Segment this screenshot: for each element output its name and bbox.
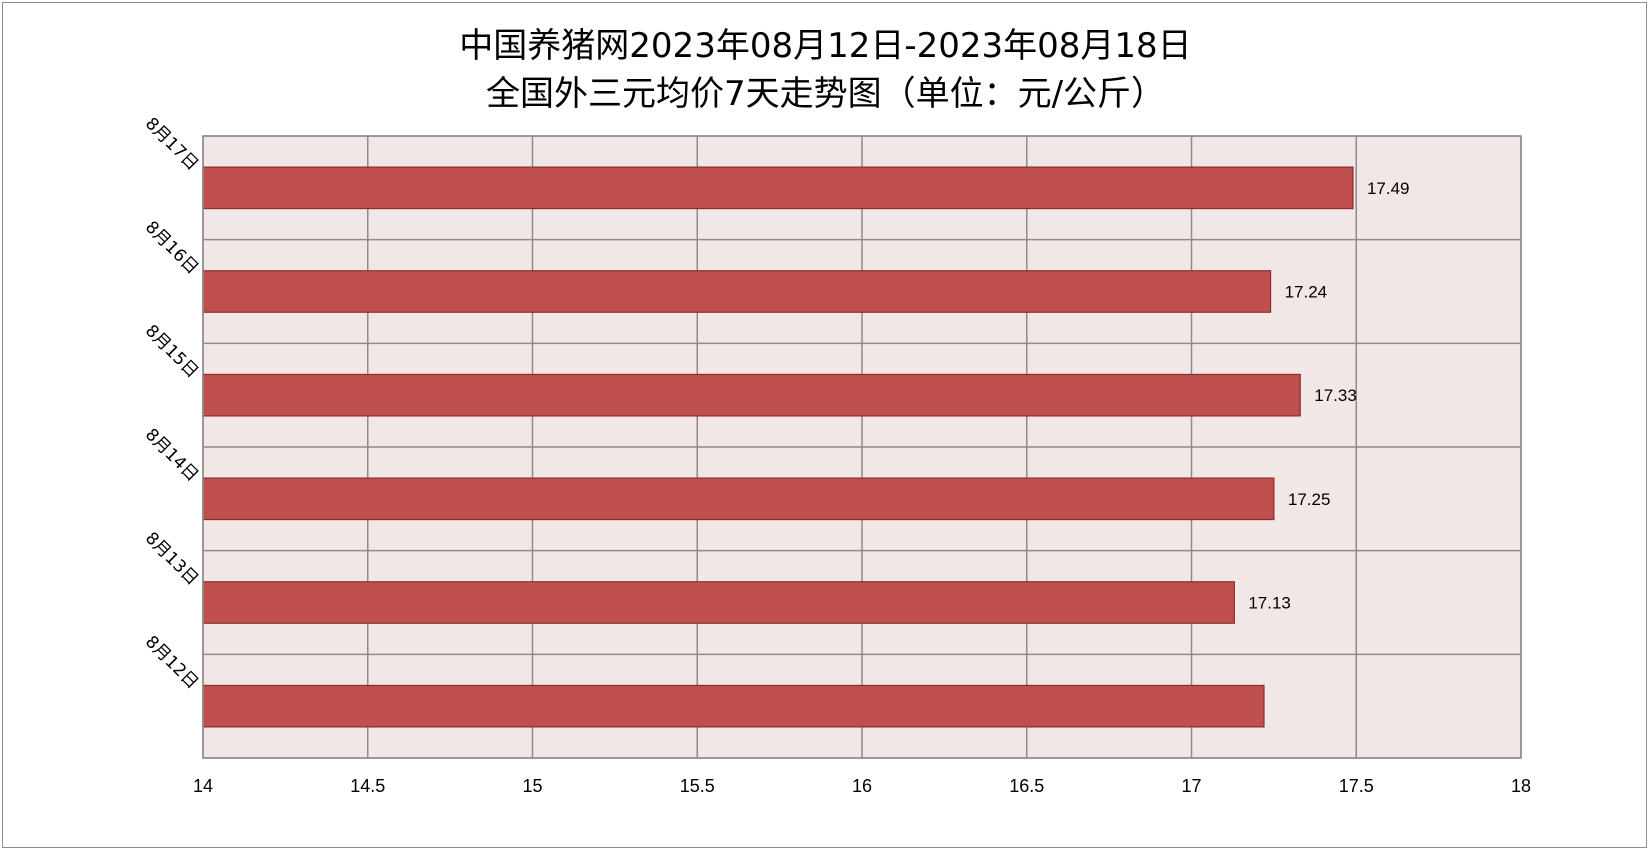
x-tick-label: 15 xyxy=(522,776,542,796)
x-tick-label: 15.5 xyxy=(680,776,715,796)
data-label: 17.49 xyxy=(1367,179,1410,198)
bar xyxy=(202,373,1301,417)
data-label: 17.24 xyxy=(1285,283,1328,302)
x-tick-label: 16 xyxy=(852,776,872,796)
chart-title-line-1: 中国养猪网2023年08月12日-2023年08月18日 xyxy=(459,26,1192,66)
bar xyxy=(202,684,1265,728)
x-tick-label: 18 xyxy=(1511,776,1531,796)
category-label: 8月15日 xyxy=(141,321,202,382)
bar xyxy=(202,477,1275,521)
x-tick-label: 14.5 xyxy=(350,776,385,796)
data-label: 17.13 xyxy=(1248,594,1291,613)
bar xyxy=(202,270,1272,313)
x-tick-label: 16.5 xyxy=(1009,776,1044,796)
plot-border xyxy=(202,135,1522,759)
data-label: 17.33 xyxy=(1314,386,1357,405)
category-label: 8月13日 xyxy=(141,528,202,589)
category-label: 8月17日 xyxy=(141,114,202,175)
x-tick-label: 17 xyxy=(1181,776,1201,796)
data-label: 17.25 xyxy=(1288,490,1331,509)
x-tick-label: 14 xyxy=(193,776,213,796)
bar xyxy=(202,166,1354,210)
category-label: 8月12日 xyxy=(141,632,202,693)
bar xyxy=(202,581,1235,624)
category-label: 8月16日 xyxy=(141,217,202,278)
chart-title-line-2: 全国外三元均价7天走势图（单位：元/公斤） xyxy=(485,74,1166,114)
x-tick-label: 17.5 xyxy=(1339,776,1374,796)
category-label: 8月14日 xyxy=(141,425,202,486)
